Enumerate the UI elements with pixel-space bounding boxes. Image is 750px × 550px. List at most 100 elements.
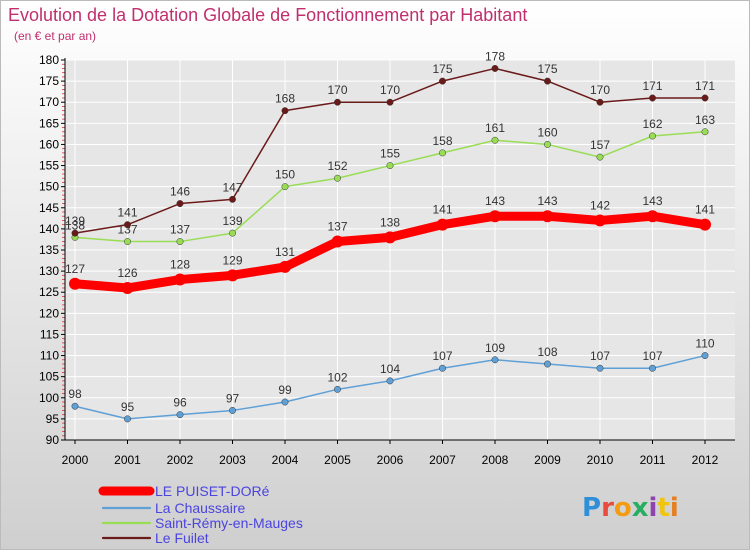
- legend-label: LE PUISET-DORé: [155, 483, 270, 499]
- data-point: [649, 132, 656, 140]
- data-point: [176, 411, 184, 419]
- chart-title: Evolution de la Dotation Globale de Fonc…: [8, 5, 527, 25]
- data-point: [174, 273, 186, 286]
- data-point: [281, 183, 289, 191]
- data-point: [491, 64, 499, 72]
- data-label: 110: [695, 337, 714, 351]
- data-point: [71, 402, 79, 410]
- y-tick-label: 170: [39, 95, 59, 109]
- data-label: 141: [432, 203, 452, 217]
- data-point: [229, 195, 236, 203]
- data-label: 143: [537, 194, 557, 208]
- data-point: [701, 128, 709, 136]
- data-point: [541, 210, 554, 223]
- y-tick-label: 135: [39, 243, 59, 257]
- x-tick-label: 2000: [62, 453, 89, 467]
- y-tick-label: 100: [39, 391, 59, 405]
- x-tick-label: 2012: [692, 453, 719, 467]
- data-label: 143: [642, 194, 662, 208]
- data-label: 171: [642, 79, 662, 93]
- data-label: 170: [327, 83, 347, 97]
- data-point: [596, 98, 604, 106]
- data-point: [226, 269, 239, 282]
- data-point: [229, 229, 236, 237]
- y-tick-label: 125: [39, 285, 59, 299]
- data-point: [71, 229, 79, 237]
- data-label: 143: [485, 194, 505, 208]
- data-label: 97: [226, 391, 240, 405]
- axis-layer: 90 95 100 105 110 115 120 125 130 135 140 145 150 155…: [39, 53, 735, 467]
- y-tick-label: 110: [40, 349, 59, 363]
- data-label: 127: [65, 262, 85, 276]
- data-label: 152: [327, 159, 347, 173]
- logo-letter: i: [649, 493, 658, 523]
- logo-text: Proxiti: [582, 493, 679, 523]
- data-label: 171: [695, 79, 715, 93]
- data-label: 139: [222, 214, 242, 228]
- data-label: 178: [485, 49, 505, 63]
- data-point: [334, 174, 341, 182]
- data-label: 109: [485, 341, 505, 355]
- data-point: [491, 356, 499, 364]
- data-point: [439, 77, 446, 85]
- data-label: 96: [173, 396, 187, 410]
- data-point: [596, 364, 604, 372]
- y-tick-label: 140: [39, 222, 59, 236]
- data-label: 107: [590, 349, 610, 363]
- data-point: [701, 352, 709, 360]
- data-point: [69, 277, 81, 290]
- data-point: [594, 214, 606, 227]
- logo-letter: r: [601, 493, 614, 523]
- legend-label: Saint-Rémy-en-Mauges: [155, 515, 303, 531]
- y-tick-label: 130: [39, 264, 59, 278]
- data-label: 102: [327, 370, 347, 384]
- data-point: [436, 218, 449, 231]
- legend-label: La Chaussaire: [155, 500, 245, 516]
- proxiti-logo: Proxiti: [582, 493, 679, 523]
- data-point: [596, 153, 604, 161]
- y-tick-label: 155: [39, 159, 59, 173]
- x-tick-label: 2003: [219, 453, 246, 467]
- data-point: [489, 210, 501, 223]
- data-point: [124, 415, 131, 423]
- data-label: 150: [275, 168, 295, 182]
- data-label: 142: [590, 198, 610, 212]
- data-label: 170: [380, 83, 400, 97]
- data-point: [544, 77, 551, 85]
- series-3: 139 141 146 147 168 170 170 175 178 175 170 171 171: [65, 49, 715, 237]
- x-tick-label: 2010: [587, 453, 614, 467]
- y-tick-label: 115: [40, 327, 59, 341]
- data-label: 128: [170, 258, 190, 272]
- data-label: 95: [121, 400, 135, 414]
- data-point: [386, 377, 394, 385]
- data-point: [439, 364, 446, 372]
- data-label: 131: [275, 245, 295, 259]
- x-tick-label: 2001: [114, 453, 141, 467]
- data-point: [281, 398, 289, 406]
- data-point: [386, 98, 394, 106]
- x-tick-label: 2009: [534, 453, 561, 467]
- data-label: 98: [68, 387, 82, 401]
- data-point: [279, 260, 291, 273]
- data-point: [439, 149, 446, 157]
- x-tick-label: 2002: [167, 453, 194, 467]
- y-tick-label: 180: [39, 53, 59, 67]
- x-tick-label: 2007: [429, 453, 456, 467]
- data-label: 138: [380, 215, 400, 229]
- y-tick-label: 120: [39, 306, 59, 320]
- series-1: 98 95 96 97 99 102 104 107 109 108 107 107 110: [68, 337, 715, 423]
- data-point: [334, 98, 341, 106]
- logo-letter: i: [670, 493, 679, 523]
- data-label: 137: [170, 223, 190, 237]
- data-label: 107: [432, 349, 452, 363]
- data-point: [646, 210, 659, 223]
- data-label: 170: [590, 83, 610, 97]
- data-point: [649, 94, 656, 102]
- grid-layer: [65, 59, 735, 441]
- data-point: [124, 238, 131, 246]
- data-point: [176, 238, 184, 246]
- logo-letter: o: [614, 493, 632, 523]
- data-point: [384, 231, 396, 244]
